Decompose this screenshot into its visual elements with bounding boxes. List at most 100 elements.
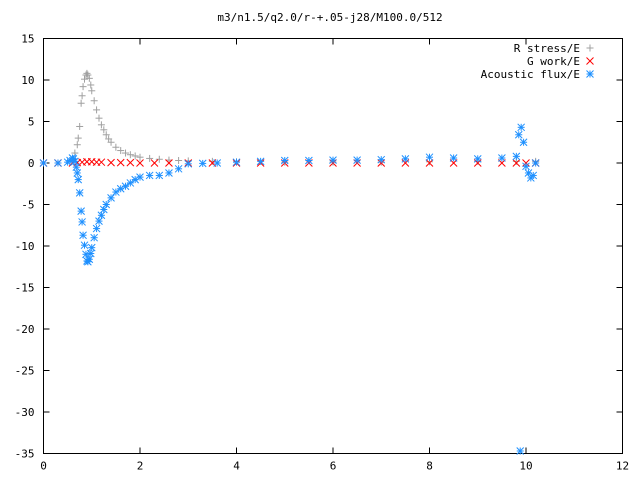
x-tick-label: 6: [330, 460, 337, 473]
data-point: [97, 121, 105, 129]
data-point: [78, 92, 86, 100]
data-point: [353, 156, 361, 164]
data-point: [517, 123, 526, 132]
data-point: [256, 157, 265, 166]
data-point: [126, 151, 134, 159]
data-point: [54, 159, 62, 167]
series-2: [39, 123, 540, 455]
data-point: [280, 156, 289, 165]
data-point: [95, 114, 103, 122]
data-point: [329, 156, 337, 164]
data-point: [92, 224, 101, 233]
data-point: [85, 74, 93, 82]
x-tick-label: 2: [137, 460, 144, 473]
data-point: [79, 231, 87, 240]
data-point: [71, 157, 79, 166]
y-tick-label: 5: [28, 116, 35, 129]
data-point: [425, 153, 434, 162]
data-point: [82, 250, 90, 259]
y-tick-label: -15: [15, 282, 35, 295]
data-point: [83, 69, 91, 77]
y-tick-label: 0: [28, 157, 35, 170]
data-point: [76, 122, 84, 130]
data-point: [131, 152, 139, 160]
x-tick-label: 10: [519, 460, 532, 473]
data-point: [126, 158, 135, 167]
y-tick-label: 10: [21, 74, 34, 87]
data-point: [213, 159, 222, 167]
data-point: [305, 156, 313, 165]
x-tick-label: 12: [616, 460, 629, 473]
data-point: [102, 131, 110, 139]
data-point: [425, 159, 434, 167]
data-point: [146, 154, 154, 162]
data-point: [184, 159, 193, 168]
data-point: [512, 152, 521, 161]
plot-frame: [43, 38, 623, 454]
data-point: [165, 159, 173, 167]
data-point: [498, 154, 506, 162]
data-point: [74, 134, 82, 142]
x-tick-label: 8: [426, 460, 433, 473]
data-point: [87, 243, 96, 252]
data-point: [401, 154, 410, 163]
data-point: [121, 182, 130, 191]
data-point: [79, 83, 87, 91]
data-point: [78, 218, 86, 226]
data-point: [90, 97, 98, 105]
data-point: [512, 159, 521, 167]
data-point: [75, 189, 84, 197]
x-tick-label: 0: [40, 460, 47, 473]
data-point: [74, 175, 83, 184]
data-point: [198, 159, 207, 168]
data-point: [208, 157, 216, 165]
data-point: [90, 233, 99, 242]
legend-marker: [586, 57, 594, 65]
x-tick-label: 4: [233, 460, 240, 473]
data-point: [516, 447, 525, 455]
data-point: [73, 141, 81, 149]
legend-marker: [586, 70, 594, 78]
data-point: [117, 147, 125, 155]
data-point: [531, 159, 540, 167]
data-point: [77, 207, 85, 215]
y-tick-label: -10: [15, 240, 35, 253]
data-point: [150, 159, 159, 167]
data-point: [136, 159, 144, 167]
legend-marker: [586, 44, 594, 52]
data-point: [112, 143, 120, 151]
y-tick-label: -5: [21, 199, 34, 212]
data-point: [175, 157, 183, 165]
data-point: [145, 171, 154, 180]
data-point: [93, 106, 101, 114]
axis-ticks: 0 2 4 6 8 10 12 15 10 5 0 -5 -10 -15 -20 -25 -30 -35: [15, 33, 630, 473]
data-point: [112, 188, 120, 196]
y-tick-label: -20: [15, 323, 35, 336]
data-point: [107, 158, 115, 167]
data-points: [39, 69, 540, 455]
legend-label: R stress/E: [514, 42, 580, 55]
data-point: [473, 154, 482, 163]
data-point: [87, 81, 95, 89]
data-point: [449, 154, 458, 162]
data-point: [85, 255, 94, 264]
data-point: [522, 162, 530, 171]
data-point: [84, 71, 92, 79]
y-tick-label: -30: [15, 406, 35, 419]
data-point: [232, 158, 241, 167]
data-point: [107, 138, 115, 146]
data-point: [73, 169, 82, 177]
data-point: [97, 158, 106, 167]
data-point: [122, 149, 130, 157]
data-point: [165, 169, 173, 177]
data-point: [174, 164, 183, 173]
data-point: [116, 158, 125, 167]
data-point: [155, 155, 163, 163]
data-point: [88, 87, 96, 95]
data-point: [107, 194, 115, 202]
series-0: [40, 69, 540, 167]
data-point: [81, 75, 89, 83]
data-point: [80, 241, 89, 250]
